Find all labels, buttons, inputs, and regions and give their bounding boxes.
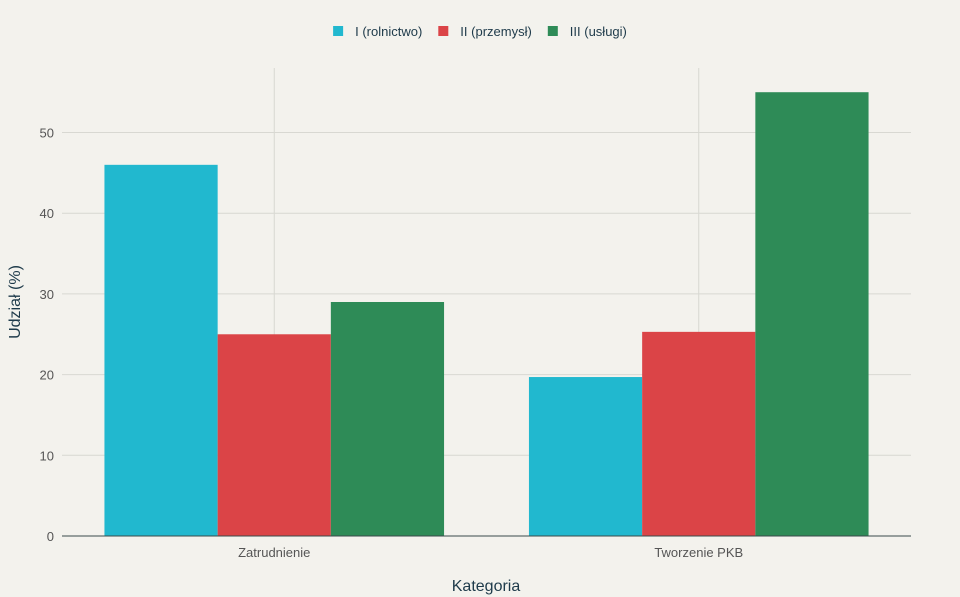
bar: [217, 334, 331, 536]
x-tick-label: Tworzenie PKB: [654, 545, 743, 560]
legend-swatch: [438, 26, 449, 36]
bar: [330, 302, 445, 536]
bars: [104, 92, 869, 537]
y-axis-title: Udział (%): [7, 265, 24, 339]
legend: I (rolnictwo) II (przemysł) III (usługi): [333, 24, 627, 39]
axes: 0 10 20 30 40 50 Zatrudnienie Tworzenie PKB: [40, 126, 911, 560]
bar: [528, 377, 643, 536]
legend-label: I (rolnictwo): [355, 24, 422, 39]
y-tick-label: 30: [40, 287, 54, 302]
bar: [755, 92, 869, 536]
bar: [104, 164, 218, 537]
legend-swatch: [547, 26, 558, 36]
legend-label: III (usługi): [570, 24, 627, 39]
y-tick-label: 0: [47, 529, 54, 544]
y-tick-label: 50: [40, 126, 54, 141]
y-tick-label: 10: [40, 448, 54, 463]
legend-swatch: [333, 26, 344, 36]
legend-label: II (przemysł): [460, 24, 532, 39]
x-axis-title: Kategoria: [452, 578, 521, 595]
y-tick-label: 20: [40, 368, 54, 383]
bar: [642, 331, 756, 536]
x-tick-label: Zatrudnienie: [238, 545, 310, 560]
y-tick-label: 40: [40, 206, 54, 221]
